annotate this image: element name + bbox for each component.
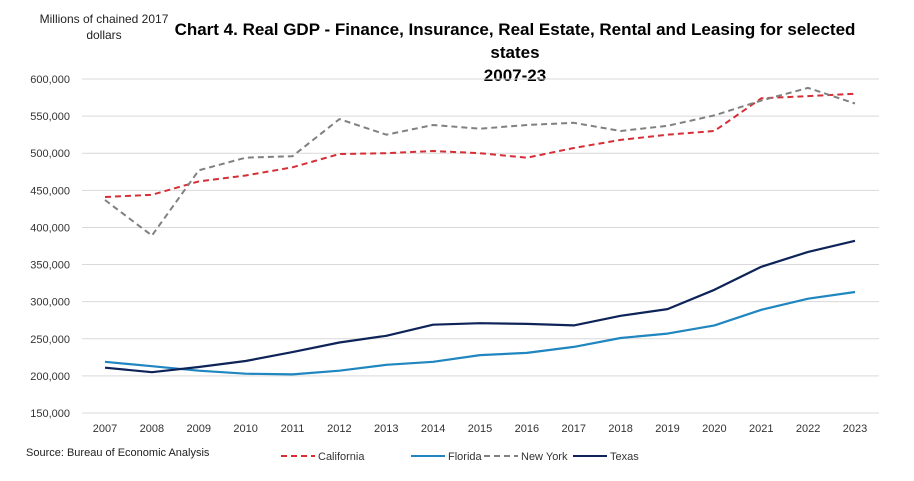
x-axis-ticks: 2007 2008 2009 2010 2011 2012 2013 2014 2015 2016…	[93, 423, 867, 435]
x-tick-label: 2009	[187, 423, 211, 435]
series-line-texas	[104, 239, 856, 374]
x-tick-label: 2017	[562, 423, 586, 435]
x-tick-label: 2019	[655, 423, 679, 435]
x-tick-label: 2010	[233, 423, 257, 435]
y-tick-label: 300,000	[30, 297, 70, 309]
gridlines	[82, 78, 879, 414]
x-tick-label: 2022	[796, 423, 820, 435]
y-tick-label: 350,000	[30, 260, 70, 272]
series-lines	[104, 86, 856, 376]
source-note: Source: Bureau of Economic Analysis	[26, 447, 210, 459]
y-tick-label: 150,000	[30, 408, 70, 420]
y-axis-label: Millions of chained 2017 dollars	[34, 11, 174, 43]
x-tick-label: 2007	[93, 423, 117, 435]
x-tick-label: 2018	[608, 423, 632, 435]
y-tick-label: 500,000	[30, 148, 70, 160]
y-tick-label: 400,000	[30, 222, 70, 234]
y-tick-label: 250,000	[30, 334, 70, 346]
y-tick-label: 200,000	[30, 371, 70, 383]
legend: California Florida New York Texas	[281, 451, 639, 463]
x-tick-label: 2012	[327, 423, 351, 435]
y-tick-label: 600,000	[30, 74, 70, 86]
y-axis-label-line1: Millions of chained 2017	[39, 12, 169, 26]
x-tick-label: 2013	[374, 423, 398, 435]
y-axis-label-line2: dollars	[86, 28, 122, 42]
x-tick-label: 2023	[843, 423, 867, 435]
chart-title-line1: Chart 4. Real GDP - Finance, Insurance, …	[174, 20, 856, 62]
series-line-california	[104, 92, 856, 198]
legend-label: California	[318, 451, 365, 463]
chart-title: Chart 4. Real GDP - Finance, Insurance, …	[150, 18, 880, 87]
x-tick-label: 2016	[515, 423, 539, 435]
y-tick-label: 450,000	[30, 185, 70, 197]
legend-label: Florida	[448, 451, 483, 463]
legend-label: New York	[521, 451, 568, 463]
y-axis-ticks: 150,000 200,000 250,000 300,000 350,000 400,0…	[30, 74, 70, 420]
chart-title-line2: 2007-23	[483, 66, 547, 85]
series-line-florida	[104, 290, 856, 376]
x-tick-label: 2014	[421, 423, 445, 435]
series-line-new-york	[104, 86, 856, 237]
x-tick-label: 2015	[468, 423, 492, 435]
x-tick-label: 2021	[749, 423, 773, 435]
x-tick-label: 2020	[702, 423, 726, 435]
x-tick-label: 2008	[140, 423, 164, 435]
x-tick-label: 2011	[281, 423, 305, 435]
legend-label: Texas	[610, 451, 639, 463]
y-tick-label: 550,000	[30, 111, 70, 123]
